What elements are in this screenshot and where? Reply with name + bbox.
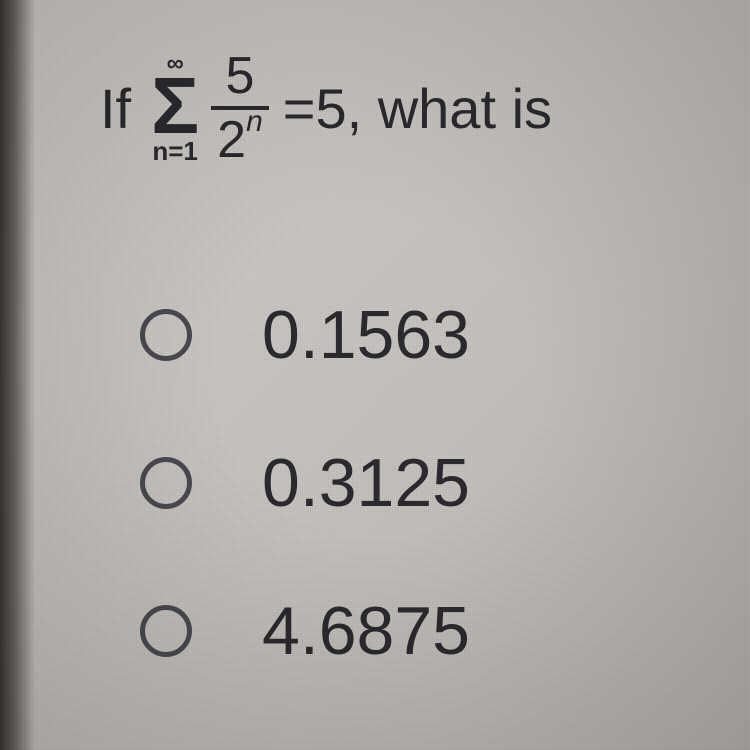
question-content: If ∞ Σ n=1 5 2n =5, what is 0.1563 0.312… bbox=[100, 50, 552, 740]
option-row[interactable]: 0.3125 bbox=[140, 444, 552, 522]
equals-text: =5, what is bbox=[283, 76, 552, 141]
fraction-denominator: 2n bbox=[211, 110, 269, 166]
sigma-lower-bound: n=1 bbox=[152, 138, 198, 164]
sigma-symbol: Σ bbox=[151, 72, 199, 140]
radio-button[interactable] bbox=[140, 457, 192, 509]
radio-button[interactable] bbox=[140, 309, 192, 361]
option-value: 0.3125 bbox=[262, 444, 470, 522]
option-value: 0.1563 bbox=[262, 296, 470, 374]
fraction-numerator: 5 bbox=[219, 50, 260, 106]
prefix-text: If bbox=[100, 76, 131, 141]
sigma-notation: ∞ Σ n=1 bbox=[151, 52, 199, 164]
option-row[interactable]: 4.6875 bbox=[140, 592, 552, 670]
answer-options: 0.1563 0.3125 4.6875 bbox=[140, 296, 552, 670]
fraction: 5 2n bbox=[211, 50, 269, 166]
screen-left-edge bbox=[0, 0, 35, 750]
question-text: If ∞ Σ n=1 5 2n =5, what is bbox=[100, 50, 552, 166]
option-row[interactable]: 0.1563 bbox=[140, 296, 552, 374]
radio-button[interactable] bbox=[140, 605, 192, 657]
option-value: 4.6875 bbox=[262, 592, 470, 670]
